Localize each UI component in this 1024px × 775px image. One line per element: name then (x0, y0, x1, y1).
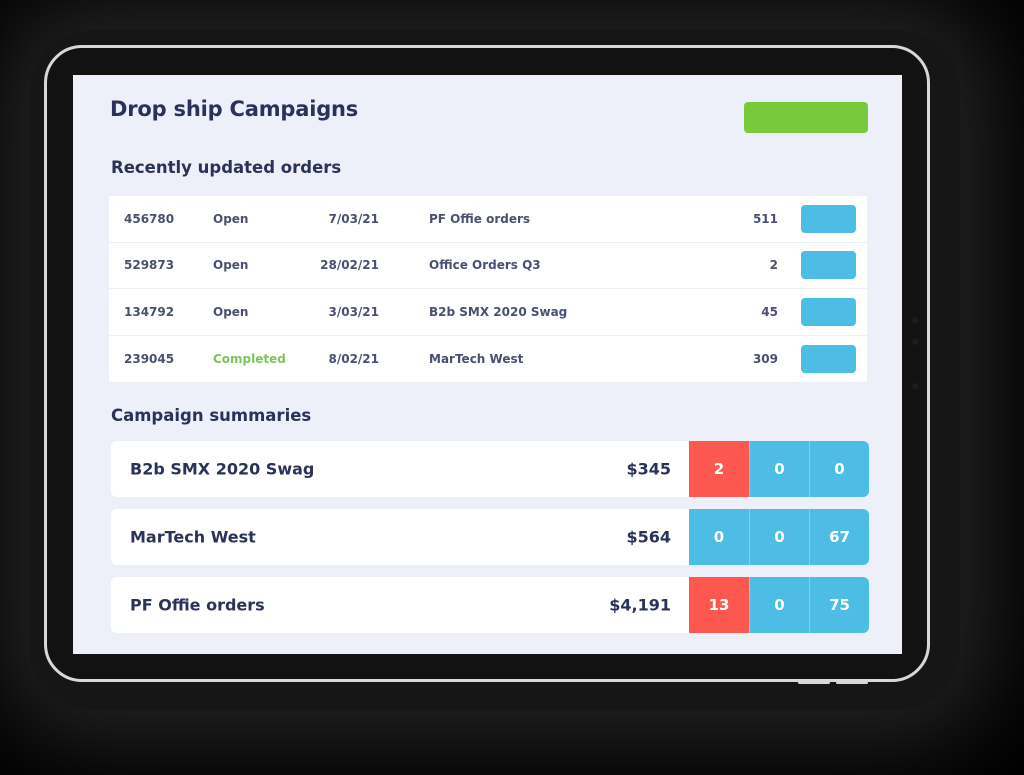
order-status: Completed (213, 351, 286, 366)
campaign-amount: $564 (626, 527, 671, 547)
orders-table: 456780 Open 7/03/21 PF Offie orders 511 … (109, 196, 867, 382)
order-count: 309 (752, 351, 778, 366)
stat-cell[interactable]: 13 (689, 577, 749, 633)
campaign-name: PF Offie orders (130, 595, 265, 615)
stat-cell[interactable]: 2 (689, 441, 749, 497)
campaign-summary-card[interactable]: PF Offie orders $4,191 13 0 75 (111, 577, 869, 633)
row-action-button[interactable] (801, 251, 856, 280)
order-count: 511 (752, 211, 778, 226)
table-row[interactable]: 529873 Open 28/02/21 Office Orders Q3 2 (109, 243, 867, 289)
order-id: 529873 (124, 258, 175, 273)
order-count: 2 (769, 258, 778, 273)
page-title: Drop ship Campaigns (110, 97, 359, 121)
order-campaign: MarTech West (429, 351, 524, 366)
row-action-button[interactable] (801, 344, 856, 373)
row-action-button[interactable] (801, 204, 856, 233)
order-date: 7/03/21 (328, 211, 379, 226)
orders-section-title: Recently updated orders (111, 158, 342, 177)
order-date: 8/02/21 (328, 351, 379, 366)
stat-cell[interactable]: 0 (689, 509, 749, 565)
table-row[interactable]: 239045 Completed 8/02/21 MarTech West 30… (109, 336, 867, 383)
order-status: Open (213, 304, 249, 319)
app-screen: Drop ship Campaigns Recently updated ord… (73, 75, 902, 654)
sensor-icon (912, 338, 919, 345)
camera-icon (912, 317, 919, 324)
stat-cell[interactable]: 75 (809, 577, 869, 633)
order-campaign: B2b SMX 2020 Swag (429, 304, 568, 319)
campaign-stat-cells: 0 0 67 (689, 509, 869, 565)
campaign-summary-card[interactable]: MarTech West $564 0 0 67 (111, 509, 869, 565)
stat-cell[interactable]: 0 (749, 441, 809, 497)
campaign-amount: $4,191 (609, 595, 671, 615)
tablet-side-button (927, 608, 930, 646)
stat-cell[interactable]: 0 (749, 509, 809, 565)
stat-cell[interactable]: 0 (749, 577, 809, 633)
table-row[interactable]: 134792 Open 3/03/21 B2b SMX 2020 Swag 45 (109, 289, 867, 336)
row-action-button[interactable] (801, 297, 856, 326)
campaign-name: MarTech West (130, 527, 256, 547)
order-status: Open (213, 258, 249, 273)
primary-action-button[interactable] (744, 102, 868, 133)
table-row[interactable]: 456780 Open 7/03/21 PF Offie orders 511 (109, 196, 867, 243)
summaries-section-title: Campaign summaries (111, 406, 312, 425)
stat-cell[interactable]: 0 (809, 441, 869, 497)
order-campaign: PF Offie orders (429, 211, 531, 226)
order-campaign: Office Orders Q3 (429, 258, 541, 273)
order-count: 45 (761, 304, 778, 319)
campaign-amount: $345 (626, 459, 671, 479)
order-id: 134792 (124, 304, 175, 319)
tablet-bottom-button-1 (798, 681, 830, 684)
tablet-bottom-button-2 (836, 681, 868, 684)
order-date: 28/02/21 (320, 258, 379, 273)
order-status: Open (213, 211, 249, 226)
campaign-name: B2b SMX 2020 Swag (130, 459, 315, 479)
order-date: 3/03/21 (328, 304, 379, 319)
order-id: 456780 (124, 211, 175, 226)
stat-cell[interactable]: 67 (809, 509, 869, 565)
campaign-stat-cells: 13 0 75 (689, 577, 869, 633)
sensor-icon (912, 383, 919, 390)
campaign-stat-cells: 2 0 0 (689, 441, 869, 497)
campaign-summary-card[interactable]: B2b SMX 2020 Swag $345 2 0 0 (111, 441, 869, 497)
order-id: 239045 (124, 351, 175, 366)
